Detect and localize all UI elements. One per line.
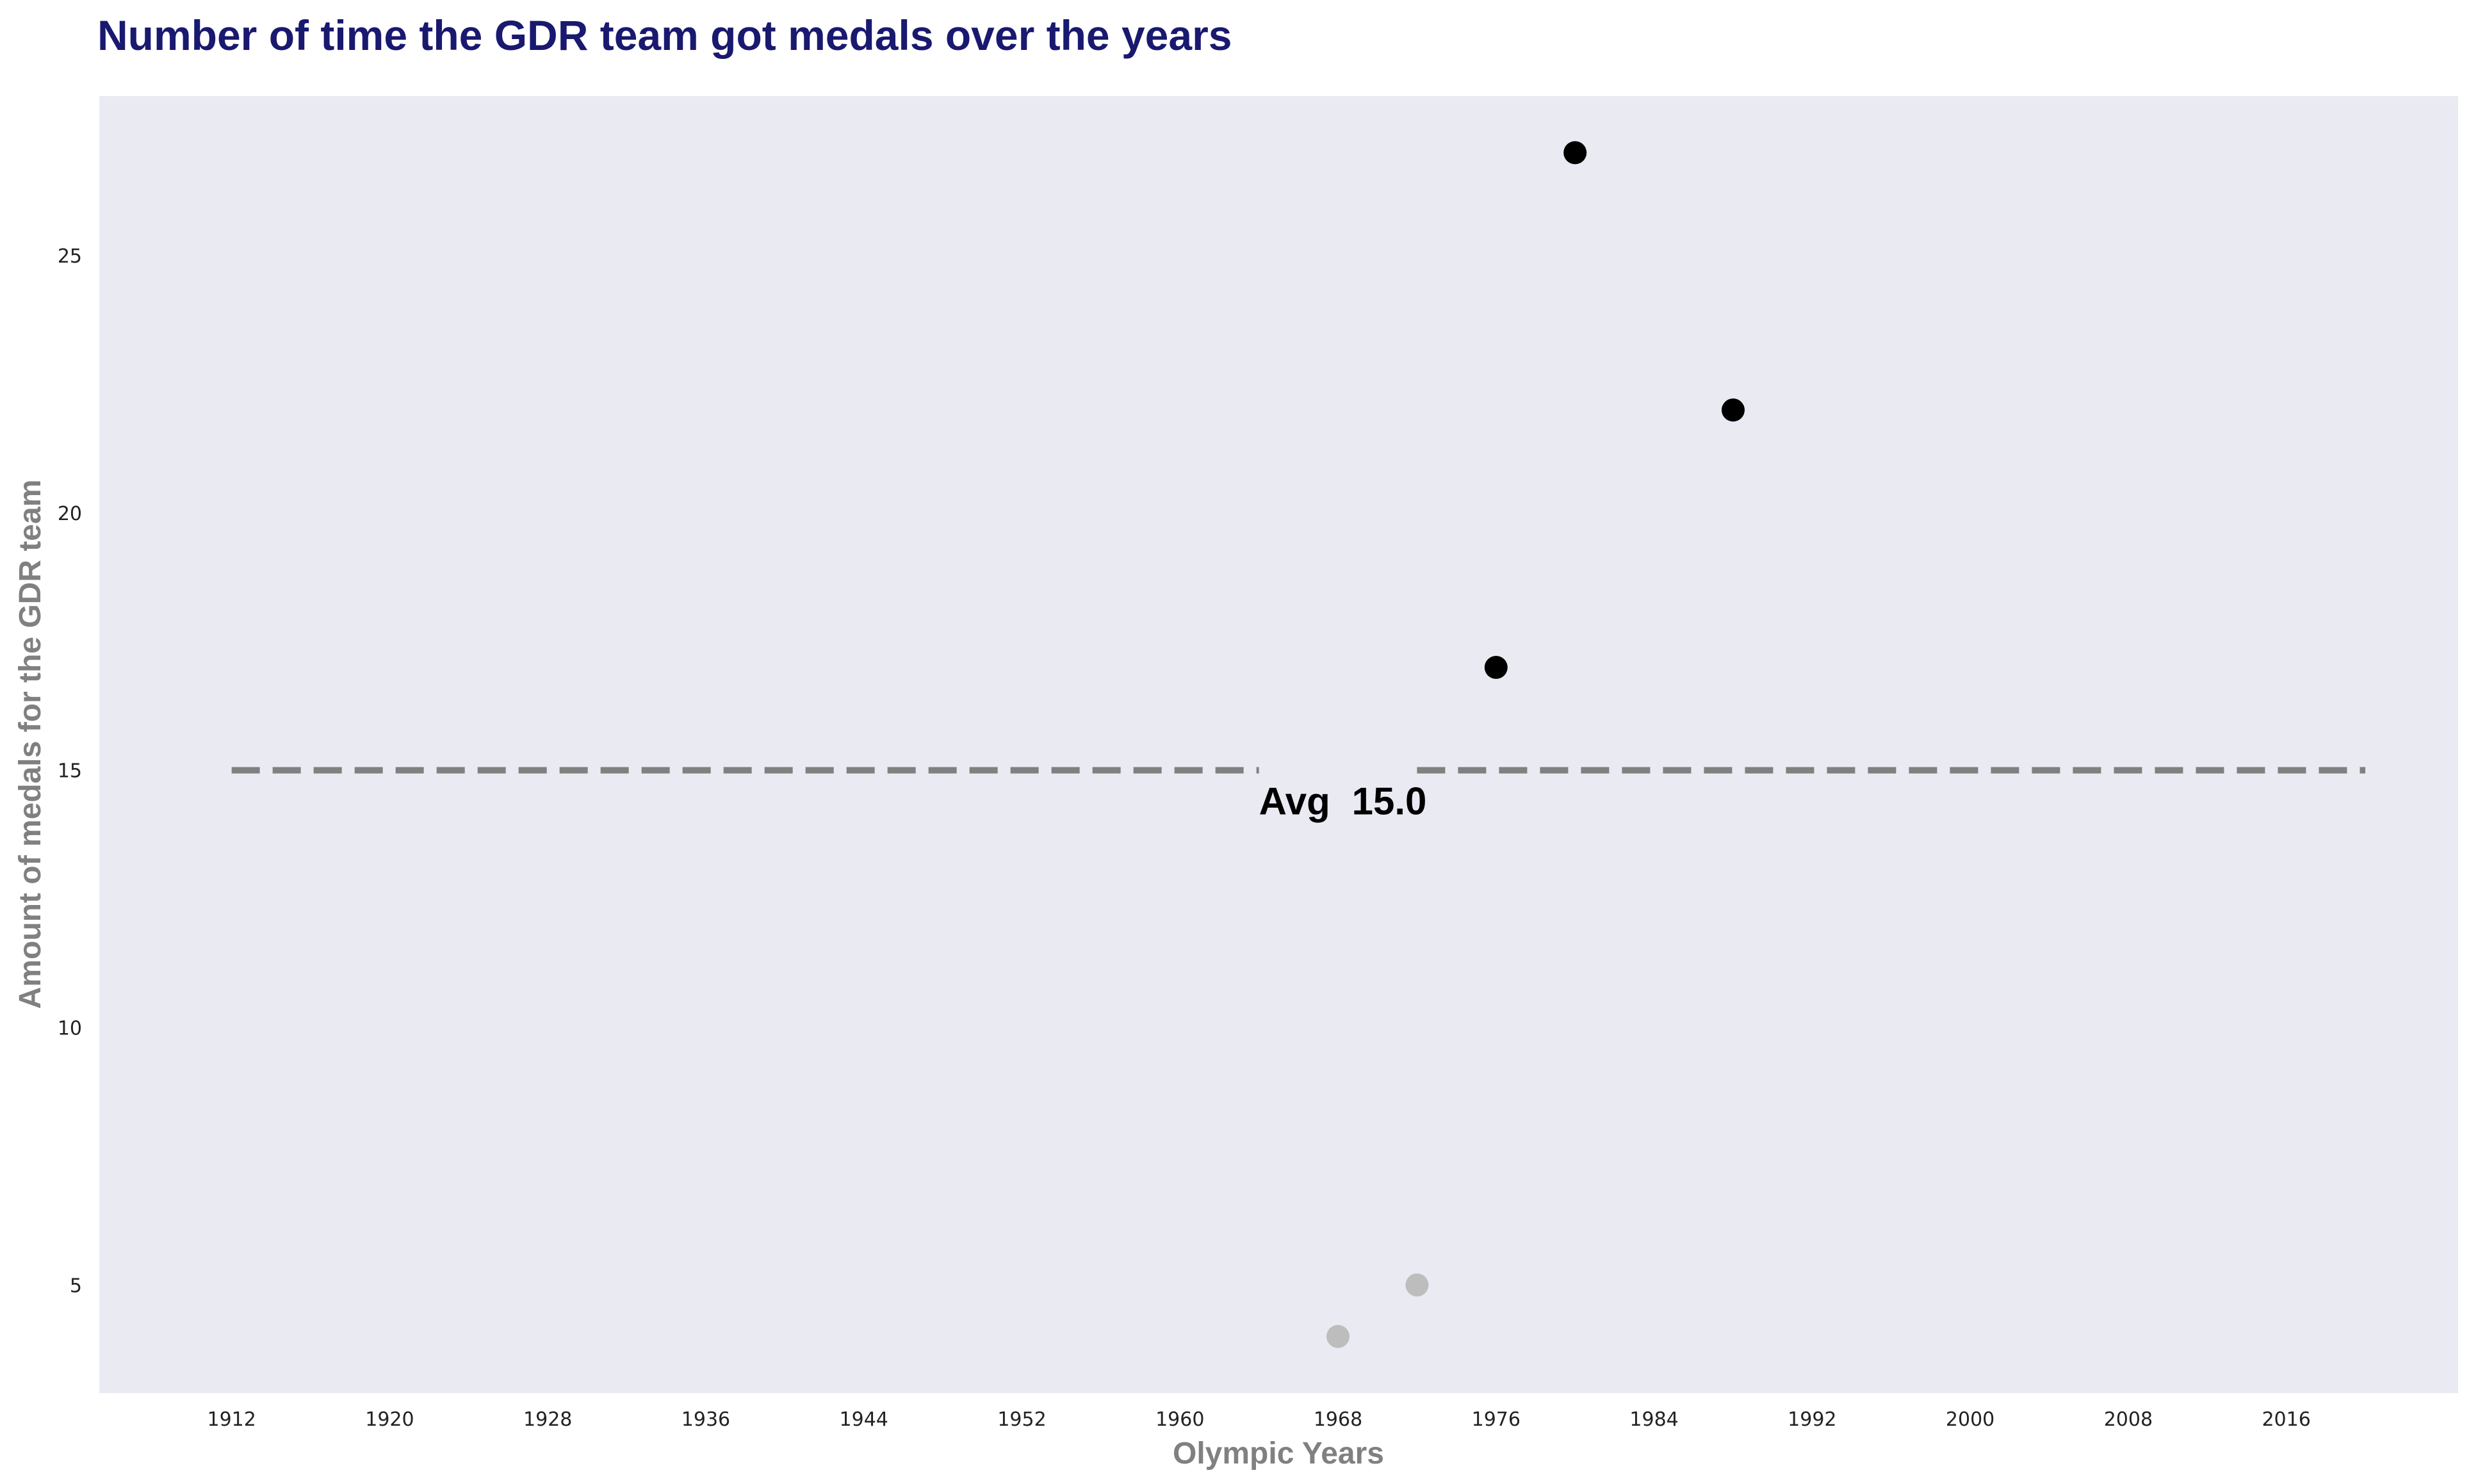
x-tick-1928: 1928 <box>523 1408 572 1431</box>
x-tick-2016: 2016 <box>2262 1408 2310 1431</box>
average-value: 15.0 <box>1352 780 1427 823</box>
x-axis-ticks: 1912 1920 1928 1936 1944 1952 1960 1968 1976 1984… <box>207 1408 2310 1431</box>
y-tick-25: 25 <box>58 245 82 268</box>
y-tick-5: 5 <box>70 1275 82 1297</box>
plot-area <box>99 96 2458 1393</box>
x-tick-1992: 1992 <box>1788 1408 1836 1431</box>
x-tick-1944: 1944 <box>840 1408 888 1431</box>
x-tick-1968: 1968 <box>1314 1408 1362 1431</box>
x-tick-1912: 1912 <box>207 1408 256 1431</box>
y-tick-20: 20 <box>58 503 82 525</box>
data-point-1980 <box>1563 141 1587 165</box>
average-label: Avg <box>1259 780 1330 823</box>
y-tick-15: 15 <box>58 760 82 783</box>
x-tick-1952: 1952 <box>997 1408 1046 1431</box>
x-tick-1920: 1920 <box>365 1408 414 1431</box>
chart-title: Number of time the GDR team got medals o… <box>97 12 1232 59</box>
x-axis-label: Olympic Years <box>1173 1437 1384 1471</box>
x-tick-1960: 1960 <box>1155 1408 1204 1431</box>
data-point-1972 <box>1405 1273 1429 1297</box>
data-point-1968 <box>1326 1325 1350 1348</box>
data-points <box>1326 141 1745 1348</box>
y-tick-10: 10 <box>58 1017 82 1040</box>
x-tick-1976: 1976 <box>1472 1408 1521 1431</box>
y-axis-ticks: 5 10 15 20 25 <box>58 245 82 1297</box>
x-tick-2000: 2000 <box>1946 1408 1994 1431</box>
data-point-1988 <box>1721 398 1745 422</box>
x-tick-1936: 1936 <box>681 1408 730 1431</box>
x-tick-1984: 1984 <box>1629 1408 1678 1431</box>
data-point-1976 <box>1484 655 1508 679</box>
y-axis-label: Amount of medals for the GDR team <box>13 480 47 1009</box>
average-annotation: Avg 15.0 <box>1259 780 1427 823</box>
x-tick-2008: 2008 <box>2104 1408 2153 1431</box>
